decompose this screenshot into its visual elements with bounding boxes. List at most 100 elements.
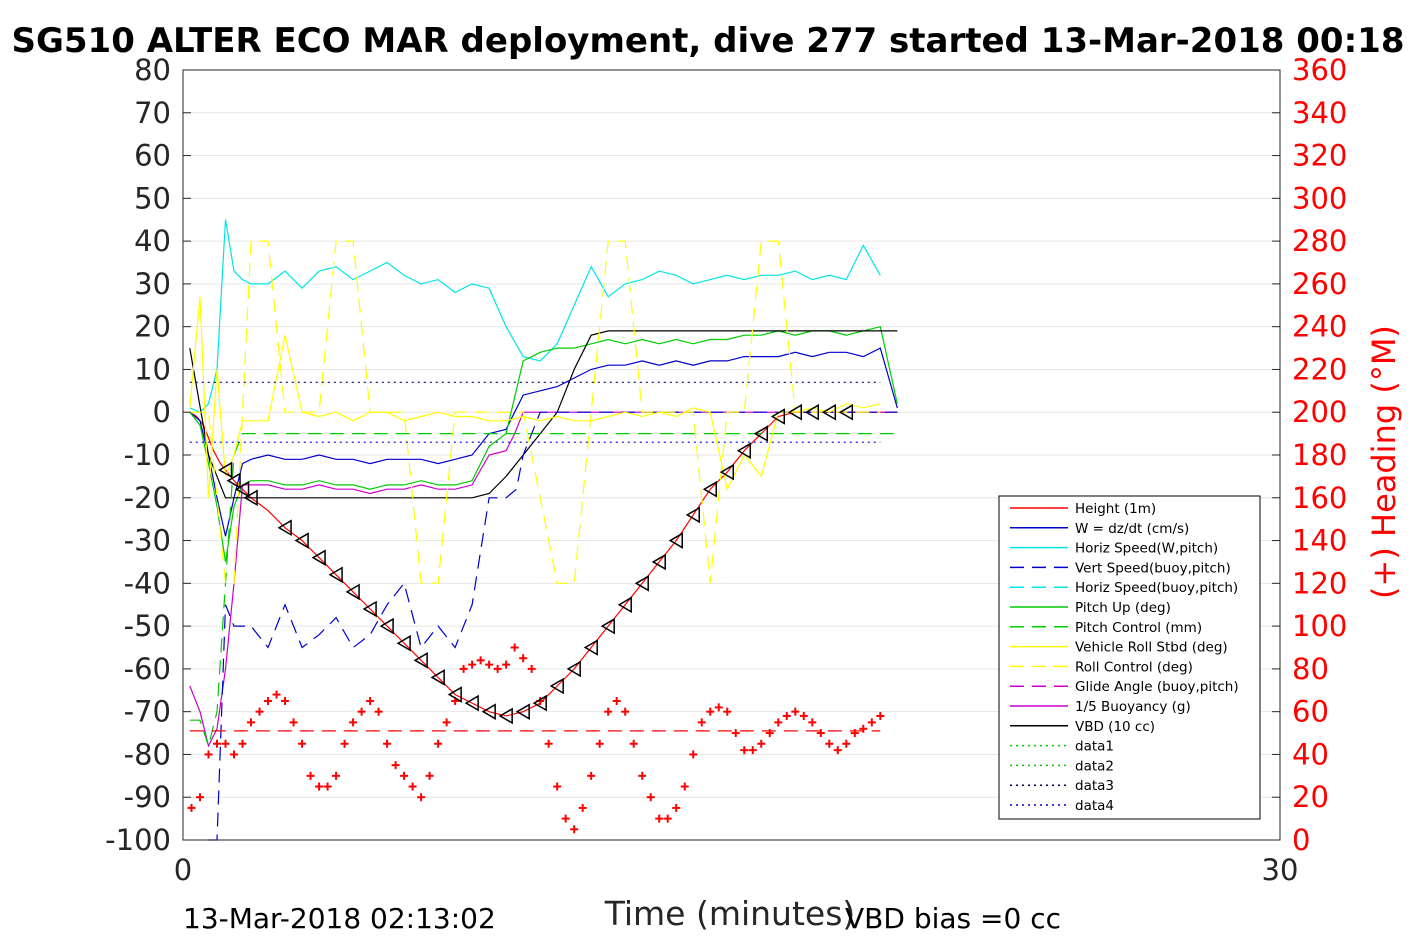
y-tick-label-right: 0 — [1292, 823, 1310, 857]
heading-marker — [859, 724, 868, 733]
vbd-marker — [379, 617, 394, 635]
heading-marker — [570, 825, 579, 834]
vbd-marker — [447, 686, 462, 703]
legend-label: Pitch Control (mm) — [1075, 620, 1202, 636]
heading-marker — [731, 729, 740, 738]
vbd-marker — [770, 408, 786, 425]
heading-marker — [306, 771, 315, 780]
vbd-marker — [396, 634, 411, 652]
heading-marker — [204, 750, 213, 759]
vbd-marker — [600, 617, 615, 635]
vbd-marker — [685, 506, 700, 524]
series-roll_stbd — [189, 296, 881, 498]
x-axis-label: Time (minutes) — [604, 894, 856, 933]
y-tick-label-left: 20 — [134, 310, 171, 344]
y-tick-label-right: 300 — [1292, 181, 1347, 215]
vbd-marker — [345, 583, 360, 601]
x-tick-label: 30 — [1262, 853, 1299, 887]
heading-marker — [357, 707, 366, 716]
series-buoyancy — [189, 411, 898, 748]
heading-marker — [272, 690, 281, 699]
heading-marker — [672, 803, 681, 812]
heading-marker — [825, 739, 834, 748]
heading-marker — [680, 782, 689, 791]
vbd-marker — [634, 575, 649, 592]
heading-marker — [765, 729, 774, 738]
y-tick-label-right: 120 — [1292, 566, 1347, 600]
heading-marker — [706, 707, 715, 716]
heading-marker — [230, 750, 239, 759]
y-tick-label-left: -80 — [124, 737, 171, 771]
y-tick-label-right: 160 — [1292, 481, 1347, 515]
vbd-marker — [515, 703, 530, 720]
heading-marker — [791, 707, 800, 716]
heading-marker — [553, 782, 562, 791]
right-y-ticks: 3603403203002802602402202001801601401201… — [1272, 53, 1347, 857]
heading-marker — [366, 696, 375, 705]
heading-marker — [332, 771, 341, 780]
legend-label: data3 — [1075, 778, 1114, 794]
timestamp-label: 13-Mar-2018 02:13:02 — [183, 902, 496, 935]
legend-label: Vehicle Roll Stbd (deg) — [1075, 640, 1228, 656]
y-tick-label-right: 80 — [1292, 652, 1329, 686]
y-tick-label-left: -70 — [124, 695, 171, 729]
vbd-marker — [311, 549, 326, 566]
vbd-marker — [838, 403, 854, 421]
y-tick-label-left: 50 — [134, 181, 171, 215]
heading-marker — [833, 746, 842, 755]
heading-marker — [281, 696, 290, 705]
y-tick-label-left: -50 — [124, 609, 171, 643]
legend-label: Horiz Speed(buoy,pitch) — [1075, 580, 1238, 596]
vbd-marker — [294, 532, 309, 549]
y-tick-label-right: 180 — [1292, 438, 1347, 472]
legend-box — [998, 495, 1261, 820]
heading-marker — [850, 729, 859, 738]
heading-marker — [383, 739, 392, 748]
vbd-marker — [464, 694, 479, 712]
legend-label: VBD (10 cc) — [1075, 719, 1155, 735]
vbd-marker — [413, 652, 428, 669]
vbd-marker — [243, 489, 258, 507]
y-tick-label-left: 60 — [134, 139, 171, 173]
heading-marker — [264, 696, 273, 705]
y-tick-label-right: 100 — [1292, 609, 1347, 643]
heading-marker — [247, 718, 256, 727]
heading-marker — [714, 703, 723, 712]
heading-marker — [238, 739, 247, 748]
heading-marker — [604, 707, 613, 716]
heading-marker — [417, 793, 426, 802]
heading-marker — [612, 696, 621, 705]
legend-label: 1/5 Buoyancy (g) — [1075, 699, 1191, 715]
y-tick-label-right: 140 — [1292, 524, 1347, 558]
heading-marker — [315, 782, 324, 791]
heading-marker — [349, 718, 358, 727]
vbd-marker — [218, 461, 233, 479]
heading-marker — [434, 739, 443, 748]
heading-marker — [808, 718, 817, 727]
vbd-marker — [277, 519, 292, 537]
heading-marker — [774, 718, 783, 727]
legend-label: data1 — [1075, 739, 1114, 755]
heading-marker — [374, 707, 383, 716]
series-horiz_speed — [189, 219, 881, 413]
y-tick-label-right: 360 — [1292, 53, 1347, 87]
heading-marker — [629, 739, 638, 748]
heading-marker — [408, 782, 417, 791]
heading-marker — [799, 711, 808, 720]
heading-marker — [340, 739, 349, 748]
vbd-marker — [362, 600, 377, 618]
vbd-marker — [583, 639, 598, 656]
legend-label: W = dz/dt (cm/s) — [1075, 521, 1189, 537]
heading-marker — [459, 664, 468, 673]
heading-marker — [842, 739, 851, 748]
heading-marker — [595, 739, 604, 748]
heading-marker — [221, 739, 230, 748]
heading-marker — [561, 814, 570, 823]
heading-marker — [213, 739, 222, 748]
y-tick-label-right: 220 — [1292, 352, 1347, 386]
y-tick-label-left: 40 — [134, 224, 171, 258]
legend-label: Roll Control (deg) — [1075, 659, 1193, 675]
y-tick-label-left: -40 — [124, 566, 171, 600]
series-pitch_control — [189, 433, 898, 749]
